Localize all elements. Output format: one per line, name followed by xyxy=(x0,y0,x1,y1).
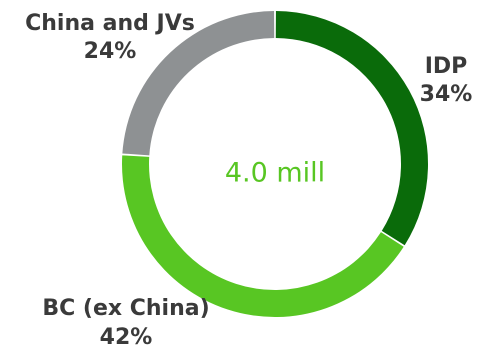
slice-label-china-and-jvs: China and JVs 24% xyxy=(25,11,195,64)
slice-label-china-and-jvs-value: 24% xyxy=(84,39,137,64)
slice-label-bc-ex-china: BC (ex China) 42% xyxy=(42,296,209,346)
slice-label-bc-ex-china-value: 42% xyxy=(100,325,153,346)
slice-label-idp: IDP 34% xyxy=(420,54,473,107)
donut-slice-china-and-jvs xyxy=(122,11,275,156)
donut-slice-idp xyxy=(275,11,428,246)
slice-label-idp-name: IDP xyxy=(425,54,468,79)
slice-label-china-and-jvs-name: China and JVs xyxy=(25,11,195,36)
center-total-label: 4.0 mill xyxy=(225,158,325,189)
donut-slices xyxy=(121,11,428,317)
slice-label-idp-value: 34% xyxy=(420,82,473,107)
slice-label-bc-ex-china-name: BC (ex China) xyxy=(42,296,209,321)
donut-slice-bc-ex-china xyxy=(121,155,404,317)
